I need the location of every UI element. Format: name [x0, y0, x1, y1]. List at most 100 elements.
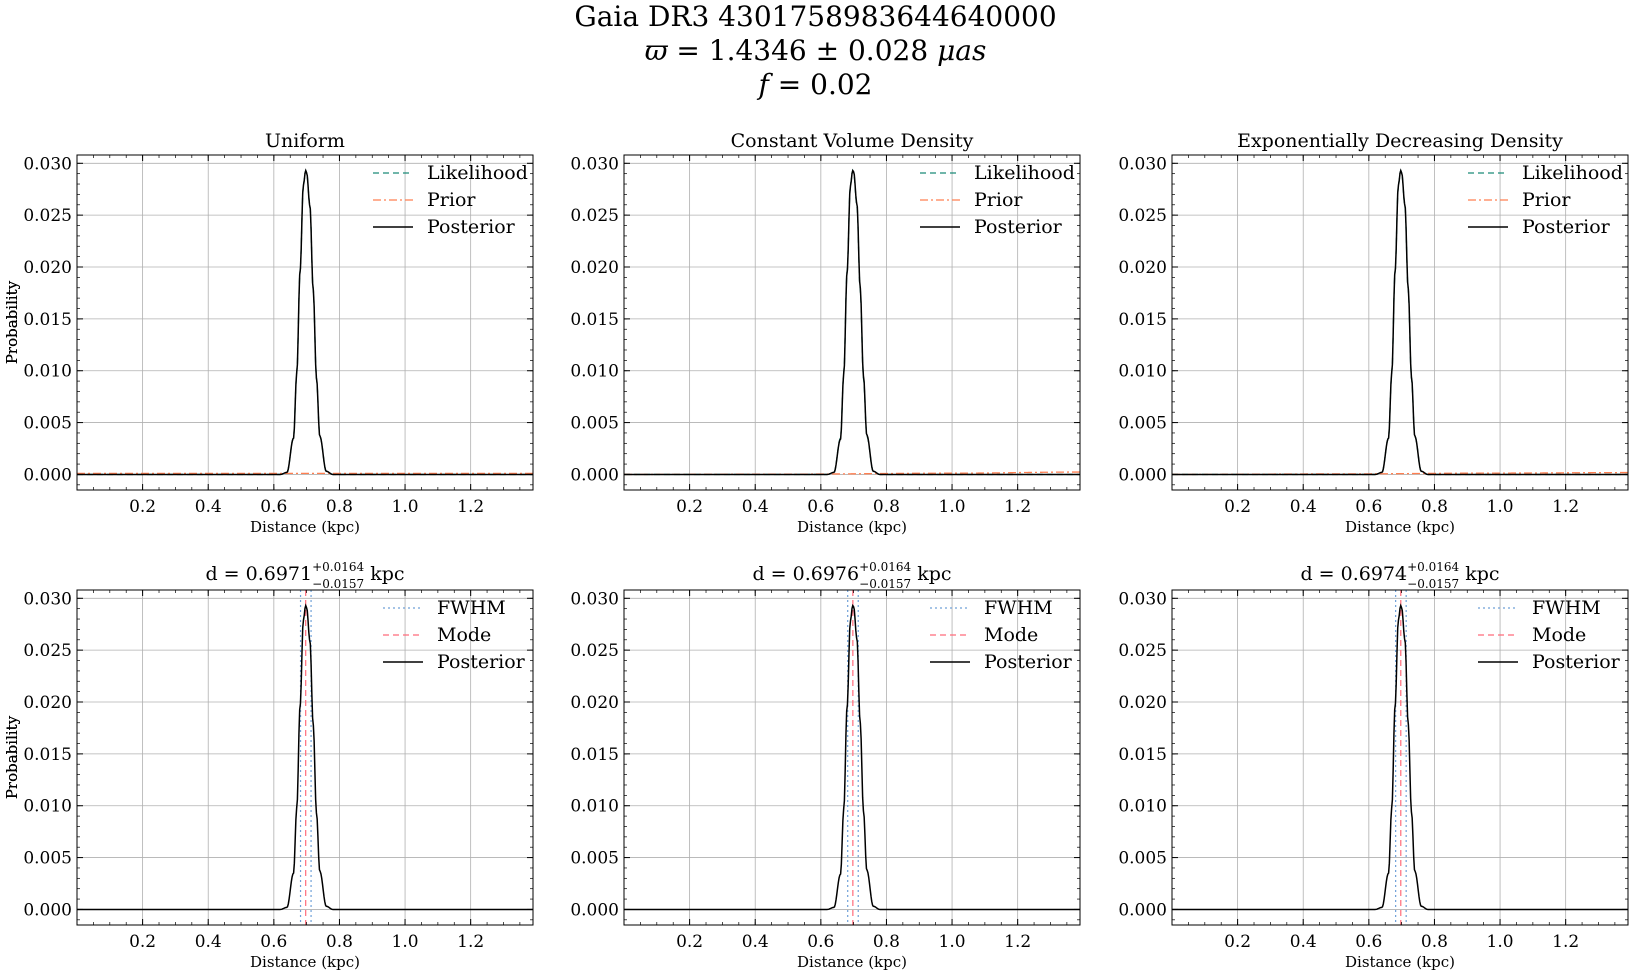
y-tick-label: 0.015 — [1118, 745, 1167, 765]
title-prefix: d = 0.6974 — [1300, 563, 1407, 585]
figure-title-line1: Gaia DR3 4301758983644640000 — [574, 0, 1057, 33]
subplot-6: 0.2 0.4 0.6 0.8 1.0 1.2 0.000 0.005 0.010 0.015 0.… — [3, 560, 1629, 971]
y-tick-label: 0.000 — [1118, 465, 1167, 485]
legend-label-posterior: Posterior — [1532, 651, 1621, 673]
title-subscript: −0.0157 — [859, 577, 911, 591]
y-tick-label: 0.025 — [23, 641, 72, 661]
y-tick-label: 0.015 — [23, 310, 72, 330]
title-suffix: kpc — [364, 563, 404, 585]
y-tick-label: 0.000 — [23, 465, 72, 485]
legend-label-likelihood: Likelihood — [1522, 162, 1623, 184]
x-tick-label: 0.2 — [1224, 497, 1251, 517]
x-tick-label: 1.0 — [939, 932, 966, 952]
x-tick-label: 0.2 — [676, 497, 703, 517]
y-axis-label: Probability — [3, 715, 21, 799]
title-superscript: +0.0164 — [859, 560, 911, 574]
x-tick-label: 1.0 — [1487, 497, 1514, 517]
y-axis-label: Probability — [3, 280, 21, 364]
y-axis-label: Probability — [3, 280, 21, 364]
x-tick-label: 0.4 — [195, 497, 222, 517]
title-superscript: +0.0164 — [1407, 560, 1459, 574]
y-tick-label: 0.000 — [570, 900, 619, 920]
y-tick-label: 0.030 — [1118, 589, 1167, 609]
y-tick-label: 0.000 — [570, 465, 619, 485]
x-tick-label: 0.6 — [807, 497, 834, 517]
y-tick-label: 0.025 — [1118, 641, 1167, 661]
x-tick-label: 0.8 — [873, 932, 900, 952]
y-tick-label: 0.005 — [570, 414, 619, 434]
x-tick-label: 1.2 — [1004, 497, 1031, 517]
x-tick-label: 0.6 — [260, 932, 287, 952]
y-tick-label: 0.010 — [570, 797, 619, 817]
parallax-value: = 1.4346 ± 0.028 — [667, 34, 938, 67]
x-tick-label: 0.2 — [129, 497, 156, 517]
x-tick-label: 0.8 — [1421, 932, 1448, 952]
y-tick-label: 0.010 — [570, 362, 619, 382]
y-tick-label: 0.010 — [23, 797, 72, 817]
y-tick-label: 0.000 — [23, 900, 72, 920]
y-tick-label: 0.005 — [23, 414, 72, 434]
x-axis-label: Distance (kpc) — [1345, 518, 1455, 536]
x-axis-label: Distance (kpc) — [797, 953, 907, 971]
y-tick-label: 0.015 — [570, 310, 619, 330]
x-tick-label: 1.2 — [1004, 932, 1031, 952]
legend-label-posterior: Posterior — [1522, 216, 1611, 238]
legend-label-prior: Prior — [1522, 189, 1571, 211]
x-tick-label: 0.4 — [195, 932, 222, 952]
y-tick-label: 0.020 — [23, 693, 72, 713]
subplot-title: Constant Volume Density — [731, 130, 974, 152]
y-tick-label: 0.020 — [1118, 258, 1167, 278]
y-tick-label: 0.005 — [1118, 414, 1167, 434]
subplot-4: 0.2 0.4 0.6 0.8 1.0 1.2 0.000 0.005 0.010 0.015 0.… — [3, 560, 534, 971]
x-tick-label: 0.4 — [1290, 932, 1317, 952]
y-tick-label: 0.025 — [23, 206, 72, 226]
series-posterior — [77, 168, 533, 476]
legend-label-fwhm: FWHM — [984, 597, 1053, 619]
title-subscript: −0.0157 — [1407, 577, 1459, 591]
x-tick-label: 1.0 — [1487, 932, 1514, 952]
legend-label-posterior: Posterior — [974, 216, 1063, 238]
series-posterior — [624, 603, 1080, 911]
x-tick-label: 0.8 — [326, 932, 353, 952]
subplot-title: Uniform — [265, 130, 345, 152]
x-tick-label: 0.2 — [676, 932, 703, 952]
y-tick-label: 0.030 — [570, 589, 619, 609]
x-axis-label: Distance (kpc) — [797, 518, 907, 536]
legend-label-mode: Mode — [984, 624, 1038, 646]
y-tick-label: 0.030 — [23, 589, 72, 609]
y-tick-label: 0.005 — [1118, 849, 1167, 869]
subplot-3: 0.2 0.4 0.6 0.8 1.0 1.2 0.000 0.005 0.010 0.015 0.… — [3, 130, 1629, 536]
title-suffix: kpc — [911, 563, 951, 585]
parallax-symbol: ϖ — [644, 34, 668, 67]
figure-title-line2: ϖ = 1.4346 ± 0.028 μas — [0, 34, 1631, 68]
axes-frame — [76, 154, 534, 491]
x-tick-label: 1.0 — [392, 497, 419, 517]
y-tick-label: 0.005 — [23, 849, 72, 869]
x-axis-label: Distance (kpc) — [1345, 953, 1455, 971]
legend-label-prior: Prior — [974, 189, 1023, 211]
x-axis-label: Distance (kpc) — [250, 518, 360, 536]
y-tick-label: 0.020 — [23, 258, 72, 278]
y-tick-label: 0.015 — [23, 745, 72, 765]
y-tick-label: 0.030 — [1118, 154, 1167, 174]
figure-suptitle: Gaia DR3 4301758983644640000 ϖ = 1.4346 … — [0, 0, 1631, 102]
series-posterior — [1172, 168, 1628, 476]
subplot-title: Exponentially Decreasing Density — [1237, 130, 1563, 152]
axes-frame — [1171, 154, 1629, 491]
legend-label-fwhm: FWHM — [1532, 597, 1601, 619]
legend-label-mode: Mode — [1532, 624, 1586, 646]
y-axis-label: Probability — [3, 715, 21, 799]
legend-label-posterior: Posterior — [984, 651, 1073, 673]
series-posterior — [77, 603, 533, 911]
y-tick-label: 0.000 — [1118, 900, 1167, 920]
x-tick-label: 0.6 — [260, 497, 287, 517]
y-tick-label: 0.025 — [570, 206, 619, 226]
x-tick-label: 0.8 — [1421, 497, 1448, 517]
y-tick-label: 0.005 — [570, 849, 619, 869]
x-tick-label: 0.2 — [129, 932, 156, 952]
y-tick-label: 0.020 — [570, 693, 619, 713]
subplot-5: 0.2 0.4 0.6 0.8 1.0 1.2 0.000 0.005 0.010 0.015 0.… — [3, 560, 1081, 971]
parallax-unit: μas — [937, 34, 987, 67]
axes-frame — [1171, 589, 1629, 926]
